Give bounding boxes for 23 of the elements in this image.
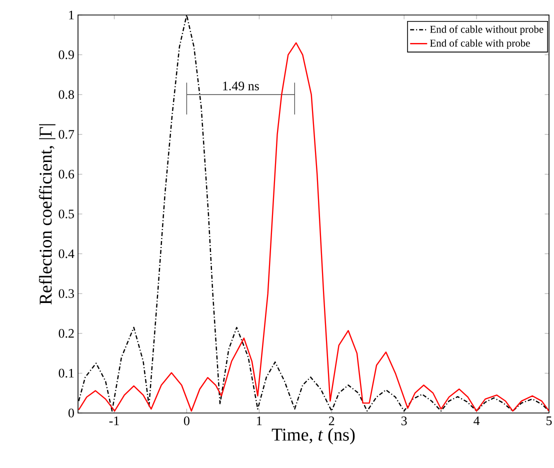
legend-label: End of cable without probe <box>430 25 544 35</box>
x-axis-title: Time, t (ns) <box>272 428 355 444</box>
x-tick-label: -1 <box>109 416 119 426</box>
x-tick-label: 5 <box>546 416 552 426</box>
annotation: 1.49 ns <box>223 82 259 90</box>
y-tick-label: 0.6 <box>58 170 74 179</box>
y-tick-label: 0.9 <box>58 50 74 60</box>
y-tick-label: 0.8 <box>58 90 74 99</box>
y-axis-title: Reflection coefficient, |Γ| <box>38 124 56 304</box>
y-tick-label: 0 <box>68 408 74 418</box>
x-tick-label: 4 <box>474 416 480 426</box>
y-tick-label: 1 <box>69 10 74 20</box>
y-tick-label: 0.3 <box>58 289 74 298</box>
x-tick-label: 3 <box>401 416 407 426</box>
legend-label: End of cable with probe <box>430 39 530 49</box>
y-tick-label: 0.1 <box>58 368 74 378</box>
y-tick-label: 0.4 <box>58 249 74 258</box>
y-tick-label: 0.7 <box>58 130 74 139</box>
x-tick-label: 1 <box>257 416 262 426</box>
y-tick-label: 0.5 <box>58 210 74 218</box>
y-tick-label: 0.2 <box>58 329 74 338</box>
x-tick-label: 0 <box>184 416 190 426</box>
x-tick-label: 2 <box>328 416 334 426</box>
